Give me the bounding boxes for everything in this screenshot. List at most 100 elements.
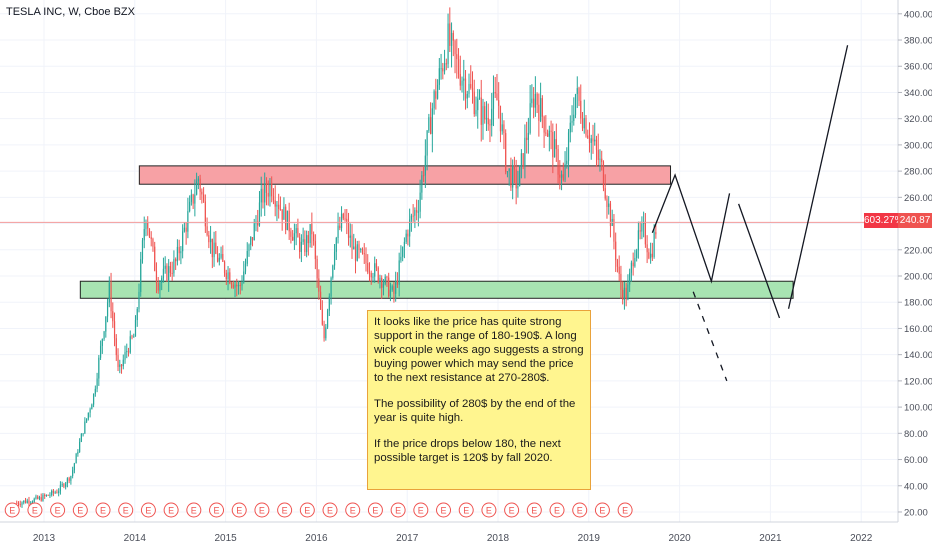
candle-body (648, 252, 650, 259)
candle-body (564, 163, 566, 180)
candle-body (264, 183, 266, 203)
candle-body (136, 308, 138, 321)
candle-body (608, 203, 610, 207)
candle-body (435, 91, 437, 99)
candle-body (513, 165, 516, 170)
candle-body (131, 336, 133, 338)
candle-body (143, 229, 145, 241)
candle-body (482, 106, 484, 125)
candle-body (562, 174, 564, 180)
candle-body (87, 412, 89, 419)
candle-body (337, 225, 339, 238)
candle-body (326, 310, 329, 328)
candle-body (443, 63, 446, 72)
candle-body (461, 80, 463, 86)
candle-body (522, 153, 524, 167)
candle-body (222, 253, 224, 262)
candle-body (51, 490, 53, 495)
candle-body (609, 203, 612, 227)
candle-body (370, 273, 372, 278)
candle-body (279, 208, 282, 210)
y-tick-label: 140.00 (904, 350, 932, 361)
candle-body (35, 496, 37, 499)
candle-body (325, 327, 327, 339)
candle-body (250, 237, 252, 245)
earnings-marker (186, 502, 202, 518)
chart-title: TESLA INC, W, Cboe BZX (6, 6, 135, 18)
idea-annotation-note[interactable]: It looks like the price has quite strong… (367, 310, 591, 490)
candle-body (421, 175, 423, 193)
earnings-marker (367, 502, 383, 518)
candle-body (438, 68, 440, 85)
candle-body (105, 316, 107, 332)
candle-body (239, 285, 241, 287)
y-tick-label: 280.00 (904, 167, 932, 178)
candle-body (49, 494, 51, 496)
candle-body (161, 278, 163, 283)
candle-body (236, 284, 238, 287)
candle-body (286, 210, 289, 230)
candle-body (175, 259, 177, 262)
candle-body (557, 149, 559, 175)
x-tick-label: 2017 (396, 533, 419, 544)
candle-body (33, 498, 35, 503)
candle-body (271, 183, 273, 197)
candle-body (159, 282, 161, 291)
candle-body (581, 118, 584, 129)
y-tick-label: 260.00 (904, 193, 932, 204)
candle-body (70, 476, 72, 481)
candle-body (77, 451, 79, 454)
x-tick-label: 2021 (759, 533, 782, 544)
y-tick-label: 380.00 (904, 36, 932, 47)
candle-body (194, 194, 196, 204)
candle-body (262, 188, 264, 203)
candle-body (86, 418, 88, 422)
candle-body (244, 263, 247, 272)
candle-body (347, 221, 350, 238)
candle-body (319, 291, 322, 310)
earnings-marker-label: E (9, 506, 15, 516)
candle-body (316, 259, 318, 279)
candle-body (436, 84, 439, 99)
y-tick-label: 300.00 (904, 140, 932, 151)
candle-body (400, 256, 402, 261)
candle-body (126, 351, 128, 353)
candle-body (75, 453, 77, 464)
percent-change-badge: 603.27% (864, 213, 904, 228)
note-paragraph-1: It looks like the price has quite strong… (374, 316, 584, 384)
x-tick-label: 2016 (305, 533, 328, 544)
candle-body (526, 137, 528, 140)
earnings-marker-label: E (77, 506, 83, 516)
earnings-marker (299, 502, 315, 518)
candle-body (295, 228, 297, 234)
candle-body (393, 286, 395, 294)
candle-body (639, 230, 641, 232)
candle-body (162, 268, 165, 279)
candle-body (641, 223, 643, 232)
candle-body (26, 500, 28, 503)
earnings-marker (231, 502, 247, 518)
candle-body (351, 235, 353, 250)
candle-body (241, 282, 243, 286)
candle-body (311, 224, 313, 235)
candle-body (169, 266, 172, 273)
earnings-marker (617, 502, 633, 518)
candle-body (243, 271, 245, 283)
candle-body (204, 201, 206, 227)
candle-body (113, 321, 116, 339)
candle-body (232, 284, 234, 288)
candle-body (485, 117, 488, 120)
candle-body (202, 194, 205, 202)
y-tick-label: 220.00 (904, 245, 932, 256)
earnings-marker (277, 502, 293, 518)
y-tick-label: 60.00 (904, 455, 928, 466)
candle-body (189, 201, 191, 212)
candle-body (285, 206, 287, 230)
candle-body (650, 253, 652, 259)
earnings-marker-label: E (509, 506, 515, 516)
y-tick-label: 20.00 (904, 507, 928, 518)
candle-body (367, 263, 369, 273)
earnings-marker-label: E (327, 506, 333, 516)
candle-body (545, 132, 547, 134)
candle-body (625, 287, 627, 300)
